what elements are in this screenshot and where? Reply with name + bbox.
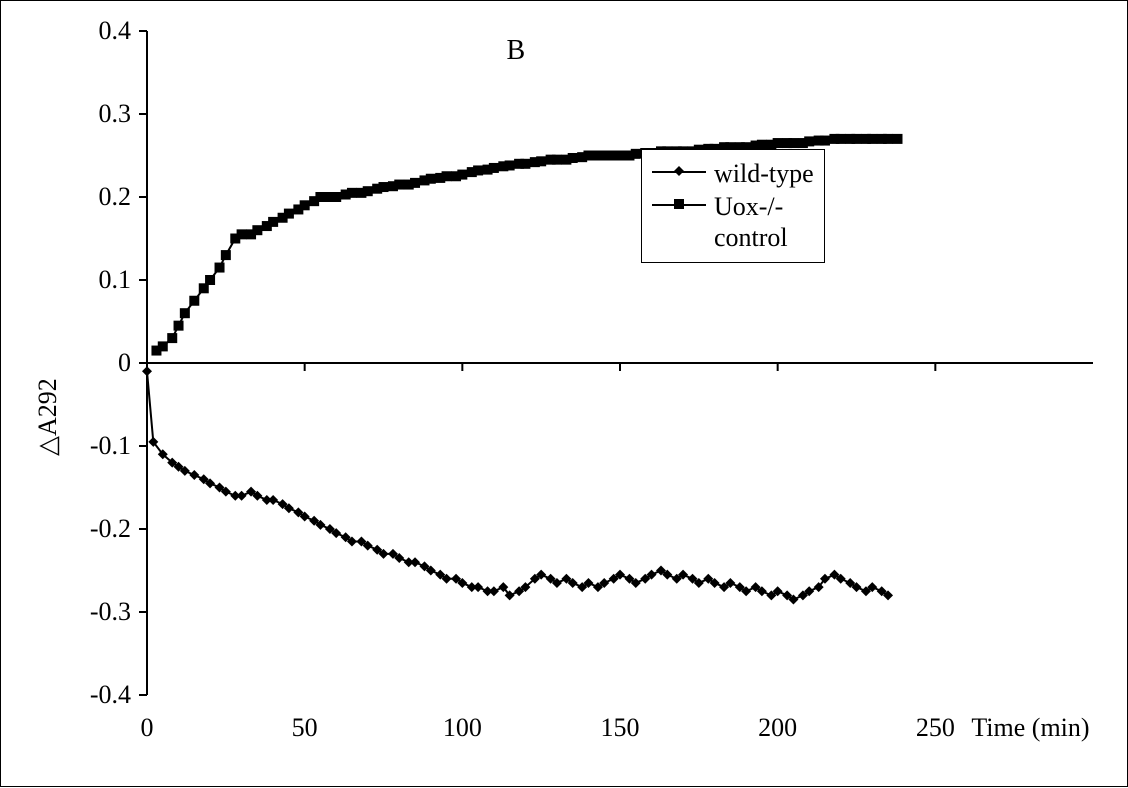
x-tick-label: 250 [916, 713, 955, 743]
panel-letter: B [506, 35, 525, 67]
plot-area [1, 1, 1128, 788]
y-tick-label: 0 [118, 348, 131, 378]
y-tick-label: -0.3 [90, 597, 131, 627]
chart-container: B △A292 Time (min) wild-typeUox-/- contr… [0, 0, 1128, 787]
x-tick-label: 50 [292, 713, 318, 743]
y-tick-label: 0.1 [99, 265, 132, 295]
x-tick-label: 150 [601, 713, 640, 743]
legend-label: Uox-/- control [714, 191, 788, 253]
y-tick-label: -0.2 [90, 514, 131, 544]
y-tick-label: -0.4 [90, 680, 131, 710]
legend-label: wild-type [714, 158, 814, 189]
legend-swatch [652, 197, 706, 211]
y-tick-label: 0.3 [99, 99, 132, 129]
y-axis-title: △A292 [33, 378, 63, 456]
y-tick-label: -0.1 [90, 431, 131, 461]
legend: wild-typeUox-/- control [641, 149, 825, 263]
series-wild-type [142, 366, 893, 604]
y-tick-label: 0.2 [99, 182, 132, 212]
legend-swatch [652, 164, 706, 178]
x-tick-label: 0 [141, 713, 154, 743]
x-axis-title: Time (min) [971, 713, 1089, 743]
x-tick-label: 100 [443, 713, 482, 743]
y-tick-label: 0.4 [99, 16, 132, 46]
x-tick-label: 200 [758, 713, 797, 743]
legend-item: wild-type [652, 158, 814, 189]
legend-item: Uox-/- control [652, 191, 814, 253]
